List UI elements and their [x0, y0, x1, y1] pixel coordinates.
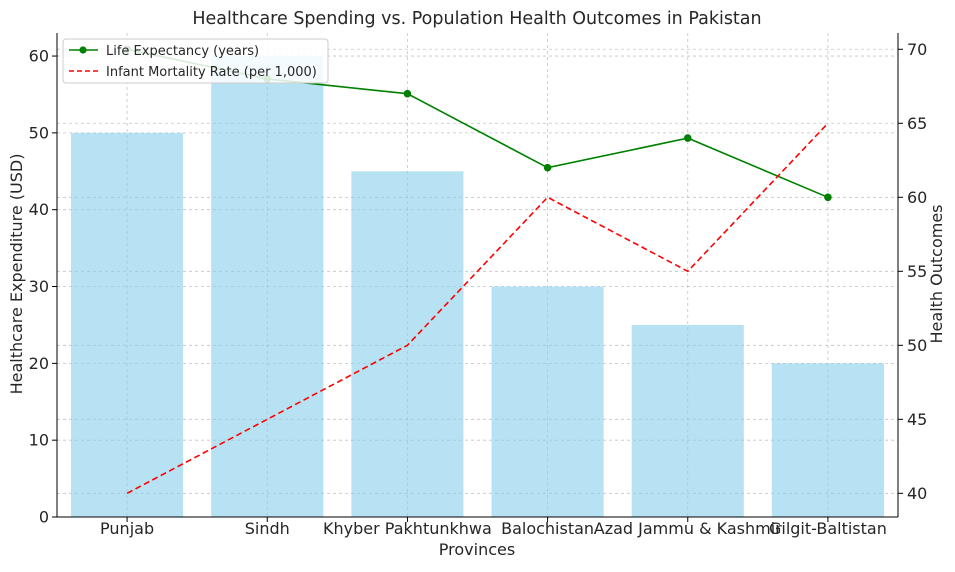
y-left-tick-label: 0	[39, 508, 49, 527]
x-tick-label: Sindh	[245, 519, 290, 538]
series-line-1	[126, 122, 829, 495]
y-axis-left-title: Healthcare Expenditure (USD)	[7, 154, 26, 395]
y-left-tick-label: 30	[29, 277, 49, 296]
y-right-tick-label: 50	[907, 336, 927, 355]
tick-labels: 0 10 20 30 40 50 60 40 45 50 55 60 65 70 Punjab Sindh Kh…	[29, 40, 928, 538]
y-right-tick-label: 45	[907, 410, 927, 429]
x-tick-label: Gilgit-Baltistan	[769, 519, 887, 538]
chart-title: Healthcare Spending vs. Population Healt…	[192, 9, 761, 29]
y-right-tick-label: 65	[907, 114, 927, 133]
series-0-point-3	[543, 163, 552, 172]
series-0-point-2	[403, 89, 412, 98]
x-tick-label: Khyber Pakhtunkhwa	[323, 519, 492, 538]
x-tick-label: Balochistan	[501, 519, 594, 538]
y-right-tick-label: 40	[907, 484, 927, 503]
x-tick-label: Punjab	[100, 519, 154, 538]
y-left-tick-label: 50	[29, 123, 49, 142]
bar-5	[771, 363, 884, 517]
axes	[56, 33, 899, 518]
series-0-point-5	[824, 193, 832, 202]
y-axis-right-title: Health Outcomes	[927, 205, 946, 344]
y-left-tick-label: 40	[29, 200, 49, 219]
y-left-tick-label: 10	[29, 431, 49, 450]
x-axis-title: Provinces	[439, 540, 515, 559]
bar-1	[211, 56, 324, 518]
y-left-tick-label: 20	[29, 354, 49, 373]
y-right-tick-label: 70	[907, 40, 927, 59]
y-left-tick-label: 60	[29, 47, 49, 66]
series-0-point-4	[683, 134, 692, 142]
bar-0	[71, 132, 184, 517]
legend-marker-life-expectancy	[79, 46, 87, 54]
legend-label-life-expectancy: Life Expectancy (years)	[106, 44, 259, 59]
legend: Life Expectancy (years) Infant Mortality…	[62, 38, 329, 84]
legend-box	[62, 38, 329, 84]
y-right-tick-label: 60	[907, 188, 927, 207]
bar-3	[491, 286, 604, 517]
legend-label-infant-mortality: Infant Mortality Rate (per 1,000)	[106, 65, 317, 80]
bar-4	[631, 324, 744, 517]
x-tick-label: Azad Jammu & Kashmir	[594, 519, 782, 538]
y-right-tick-label: 55	[907, 262, 927, 281]
